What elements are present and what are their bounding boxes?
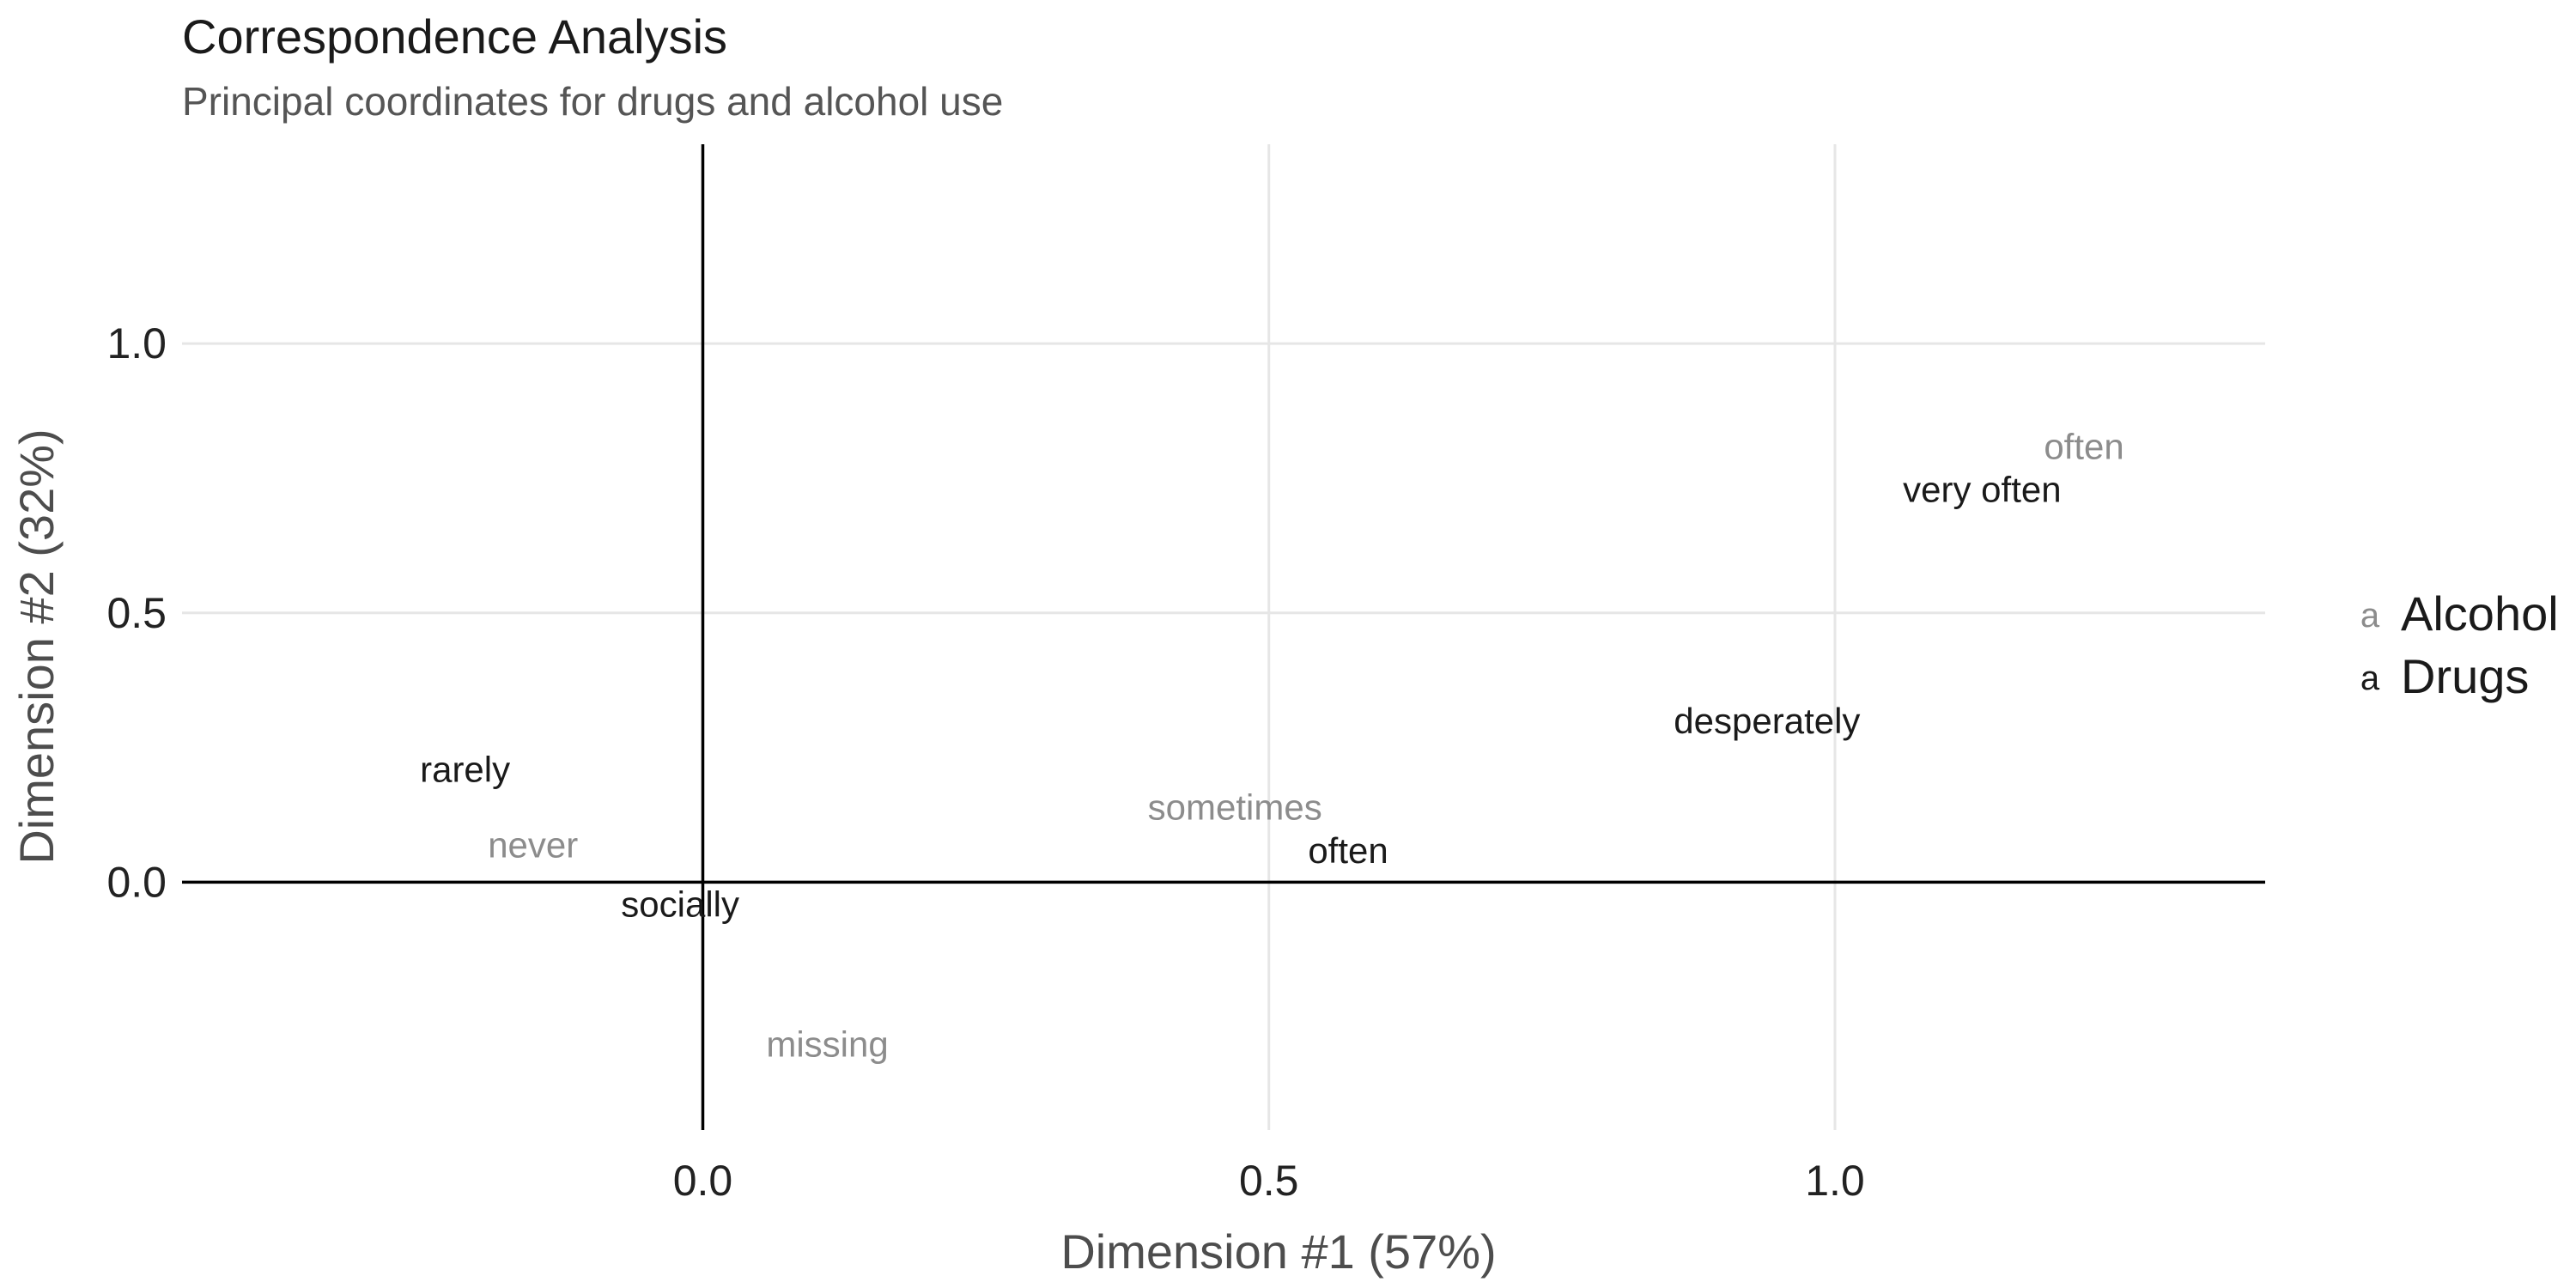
legend-key-alcohol: a: [2360, 597, 2380, 635]
chart-title: Correspondence Analysis: [182, 9, 727, 64]
point-label-drugs: very often: [1903, 469, 2061, 509]
legend-key-drugs: a: [2360, 659, 2380, 697]
y-tick-label: 1.0: [106, 319, 167, 368]
chart-subtitle: Principal coordinates for drugs and alco…: [182, 79, 1003, 124]
point-label-alcohol: never: [488, 825, 578, 866]
point-label-drugs: socially: [621, 884, 739, 925]
point-label-alcohol: sometimes: [1148, 787, 1322, 828]
x-axis-ticks: 0.0 0.5 1.0: [673, 1157, 1865, 1205]
point-labels: often never sometimes missing very often desp…: [420, 426, 2124, 1064]
legend-label-drugs: Drugs: [2401, 649, 2529, 703]
gridlines: [182, 144, 2265, 1130]
point-label-drugs: desperately: [1674, 701, 1860, 741]
legend-label-alcohol: Alcohol: [2401, 586, 2559, 641]
zero-reference-lines: [182, 144, 2265, 1130]
point-label-drugs: rarely: [420, 750, 510, 790]
x-tick-label: 0.0: [673, 1157, 733, 1205]
point-label-alcohol: missing: [766, 1024, 888, 1065]
y-tick-label: 0.5: [106, 589, 167, 637]
point-label-alcohol: often: [2044, 426, 2123, 466]
legend: a Alcohol a Drugs: [2360, 586, 2559, 703]
point-label-drugs: often: [1308, 830, 1388, 871]
y-axis-ticks: 0.0 0.5 1.0: [106, 319, 167, 906]
y-tick-label: 0.0: [106, 858, 167, 906]
x-tick-label: 1.0: [1805, 1157, 1865, 1205]
x-axis-title: Dimension #1 (57%): [1060, 1224, 1496, 1279]
y-axis-title: Dimension #2 (32%): [9, 428, 64, 864]
x-tick-label: 0.5: [1239, 1157, 1299, 1205]
